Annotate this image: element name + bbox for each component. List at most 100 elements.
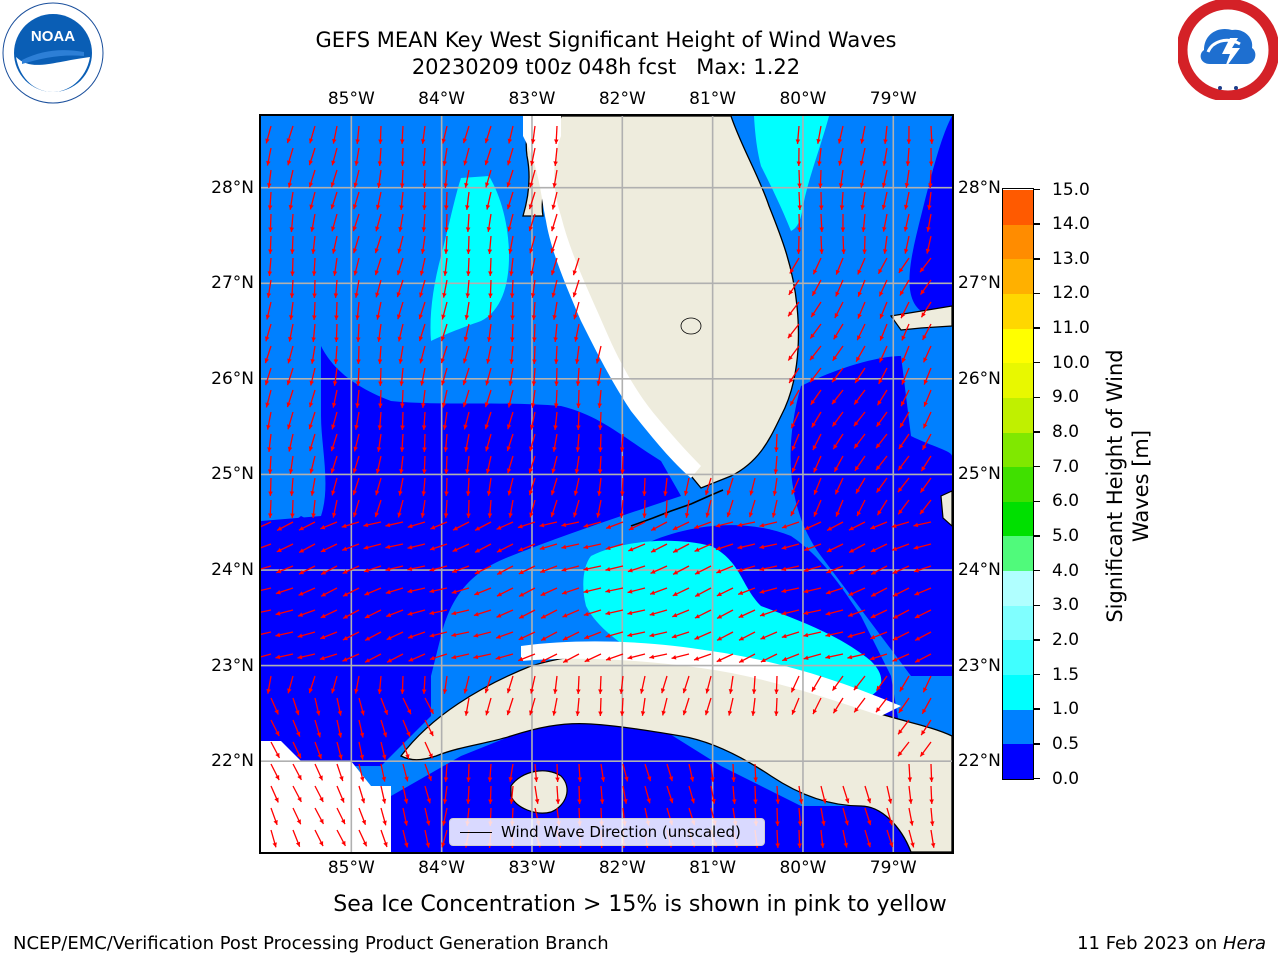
wave-direction-arrow (809, 367, 822, 383)
wave-direction-arrow (818, 169, 823, 189)
wave-direction-arrow (790, 675, 800, 693)
wave-direction-arrow (352, 213, 360, 232)
wave-direction-arrow (803, 543, 822, 551)
left-lat-tick-label: 28°N (211, 177, 254, 198)
wave-direction-arrow (286, 389, 294, 408)
wave-direction-arrow (529, 257, 536, 276)
wave-direction-arrow (550, 235, 558, 254)
wave-direction-arrow (561, 565, 580, 572)
wave-direction-arrow (804, 521, 822, 531)
wave-direction-arrow (819, 235, 824, 255)
wave-direction-arrow (397, 323, 404, 342)
wave-direction-arrow (375, 279, 382, 298)
wave-direction-arrow (900, 301, 910, 319)
wave-direction-arrow (420, 235, 426, 254)
wave-direction-arrow (908, 807, 914, 826)
wave-direction-arrow (683, 477, 690, 496)
left-lat-tick-label: 25°N (211, 464, 254, 485)
wave-direction-arrow (261, 631, 272, 635)
wave-direction-arrow (840, 213, 846, 233)
wave-direction-arrow (288, 455, 294, 474)
wave-direction-arrow (929, 807, 935, 826)
wave-band-1.0-1.5-gulf (430, 176, 509, 341)
wave-direction-arrow (550, 477, 558, 496)
wave-direction-arrow (380, 785, 387, 804)
wave-direction-arrow (429, 565, 448, 572)
left-lat-tick-label: 24°N (211, 560, 254, 581)
wave-direction-arrow (266, 279, 272, 298)
wave-direction-arrow (682, 675, 690, 694)
wave-direction-arrow (286, 125, 294, 144)
wave-direction-arrow (577, 785, 582, 805)
wave-direction-arrow (264, 323, 272, 342)
wave-direction-arrow (261, 587, 272, 592)
wave-direction-arrow (485, 169, 492, 188)
wave-direction-arrow (622, 785, 628, 804)
wave-direction-arrow (418, 301, 426, 320)
wave-direction-arrow (336, 719, 343, 738)
wave-direction-arrow (402, 763, 409, 782)
wave-direction-arrow (553, 411, 558, 430)
wave-direction-arrow (311, 235, 316, 254)
wave-direction-arrow (314, 719, 321, 738)
wave-direction-arrow (441, 389, 448, 408)
wave-direction-arrow (554, 367, 559, 387)
wave-direction-arrow (314, 807, 325, 825)
wave-direction-arrow (835, 257, 844, 275)
wave-direction-arrow (908, 785, 913, 804)
wave-direction-arrow (833, 323, 844, 340)
wave-direction-arrow (922, 675, 932, 693)
wave-band-0.0-0.5-northeast (909, 116, 952, 326)
wave-direction-arrow (644, 763, 652, 782)
wave-direction-arrow (921, 697, 932, 715)
wave-direction-arrow (835, 499, 844, 517)
wave-direction-arrow (509, 785, 514, 804)
wave-direction-arrow (496, 521, 514, 530)
wave-direction-arrow (385, 565, 404, 572)
top-lon-tick-label: 83°W (508, 89, 556, 109)
wave-direction-arrow (320, 609, 338, 619)
left-lat-tick-label: 26°N (211, 368, 254, 389)
wave-direction-arrow (605, 543, 624, 551)
wave-direction-arrow (892, 565, 910, 575)
wave-direction-arrow (575, 433, 581, 452)
wave-direction-arrow (920, 301, 932, 318)
map-plot-area (259, 114, 954, 854)
wave-direction-arrow (671, 653, 690, 660)
wave-direction-arrow (451, 609, 470, 616)
wave-direction-arrow (726, 477, 734, 496)
wave-direction-arrow (803, 609, 822, 616)
wave-direction-arrow (834, 477, 844, 495)
wave-direction-arrow (424, 697, 435, 715)
wave-direction-arrow (738, 609, 756, 619)
left-lat-tick-label: 27°N (211, 273, 254, 294)
wave-direction-arrow (421, 389, 426, 408)
wave-direction-arrow (881, 169, 888, 188)
wave-direction-arrow (759, 521, 778, 528)
wave-direction-arrow (781, 521, 800, 529)
wave-direction-arrow (772, 477, 778, 496)
wave-direction-arrow (270, 807, 278, 826)
wave-direction-arrow (877, 257, 888, 275)
wave-direction-arrow (398, 477, 404, 496)
wave-direction-arrow (773, 455, 779, 474)
wave-direction-arrow (506, 433, 514, 452)
wave-direction-arrow (451, 653, 470, 660)
colorbar-tick-mark (1034, 361, 1040, 364)
wave-direction-arrow (554, 345, 559, 365)
wave-direction-arrow (860, 125, 866, 144)
wave-direction-arrow (562, 609, 580, 618)
wave-direction-arrow (774, 675, 779, 695)
wave-direction-arrow (287, 345, 294, 364)
wave-direction-arrow (650, 521, 668, 532)
colorbar-tick-label: 2.0 (1052, 629, 1080, 650)
wave-direction-arrow (358, 829, 368, 847)
wave-direction-arrow (897, 741, 910, 757)
wave-direction-arrow (484, 675, 492, 694)
wave-direction-arrow (292, 829, 301, 847)
wave-direction-arrow (848, 543, 866, 554)
wave-direction-arrow (265, 389, 272, 408)
wave-direction-arrow (441, 367, 448, 386)
wave-direction-arrow (473, 631, 492, 638)
wave-direction-arrow (562, 653, 580, 664)
